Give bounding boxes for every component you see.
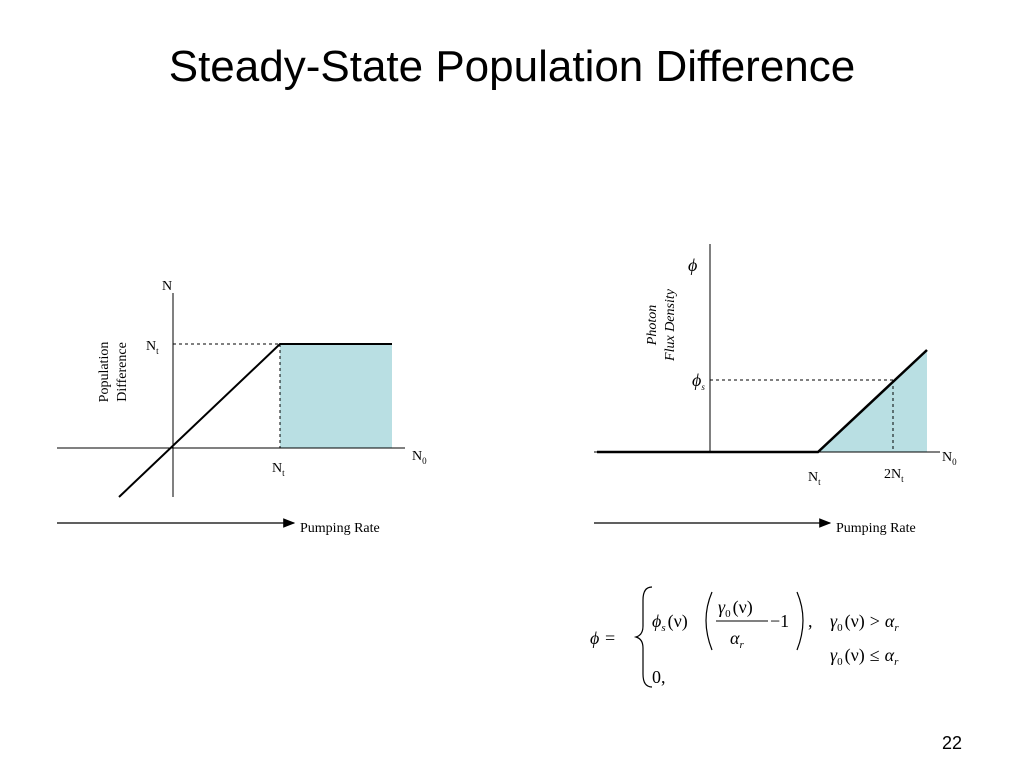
equation-minus-one: −1 [770, 611, 789, 631]
right-curve [597, 349, 928, 454]
left-y-title-line1: Population [97, 342, 112, 403]
right-y-title-line1: Photon [645, 305, 660, 346]
right-y-axis-label: ϕ [688, 255, 697, 275]
equation-condition-2: γ0 (ν) ≤ αr [830, 645, 899, 668]
right-graph: ϕ ϕs Nt 2Nt N0 Photon Flux Density Pumpi… [594, 244, 957, 536]
equation-alpha-denominator: αr [730, 628, 744, 651]
equation-condition-1: γ0 (ν) > αr [830, 611, 899, 634]
right-y-title-line2: Flux Density [663, 288, 678, 362]
right-y-title: Photon Flux Density [645, 288, 678, 362]
equation-lhs: ϕ = [590, 628, 616, 648]
equation-brace [633, 586, 653, 688]
equation-right-paren [796, 591, 804, 651]
left-pumping-label: Pumping Rate [300, 521, 380, 536]
equation-zero-case: 0, [652, 667, 666, 687]
slide-title: Steady-State Population Difference [168, 42, 856, 91]
equation-comma: , [808, 611, 813, 631]
equation-gamma-numerator: γ0 (ν) [718, 597, 753, 620]
left-y-title-line2: Difference [115, 342, 130, 402]
page-number: 22 [941, 733, 962, 753]
piecewise-equation: ϕ = ϕs (ν) γ0 (ν) αr −1 , γ0 (ν) > αr γ0 (ν) ≤ α… [590, 586, 899, 688]
left-x-axis-label: N0 [412, 449, 427, 466]
left-graph: N Nt Nt N0 Population Difference Pumping… [57, 279, 427, 536]
right-y-tick-label: ϕs [692, 370, 705, 392]
left-y-title: Population Difference [97, 342, 130, 403]
right-x-tick-nt: Nt [808, 470, 821, 487]
equation-left-paren [705, 591, 713, 651]
right-pumping-label: Pumping Rate [836, 521, 916, 536]
right-x-axis-label: N0 [942, 450, 957, 467]
left-shaded-region [280, 344, 392, 448]
left-y-axis-label: N [162, 279, 172, 294]
left-x-tick-label: Nt [272, 461, 285, 478]
left-y-tick-label: Nt [146, 339, 159, 356]
right-x-tick-2nt: 2Nt [884, 467, 904, 484]
equation-phi-s-nu: ϕs (ν) [652, 611, 688, 634]
